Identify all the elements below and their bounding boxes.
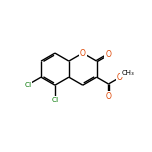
Text: CH₃: CH₃ [122, 70, 134, 76]
Text: O: O [105, 92, 111, 101]
Text: Cl: Cl [24, 82, 31, 88]
Text: Cl: Cl [51, 97, 59, 104]
Text: O: O [117, 73, 123, 82]
Text: O: O [80, 49, 86, 58]
Text: O: O [105, 50, 111, 59]
